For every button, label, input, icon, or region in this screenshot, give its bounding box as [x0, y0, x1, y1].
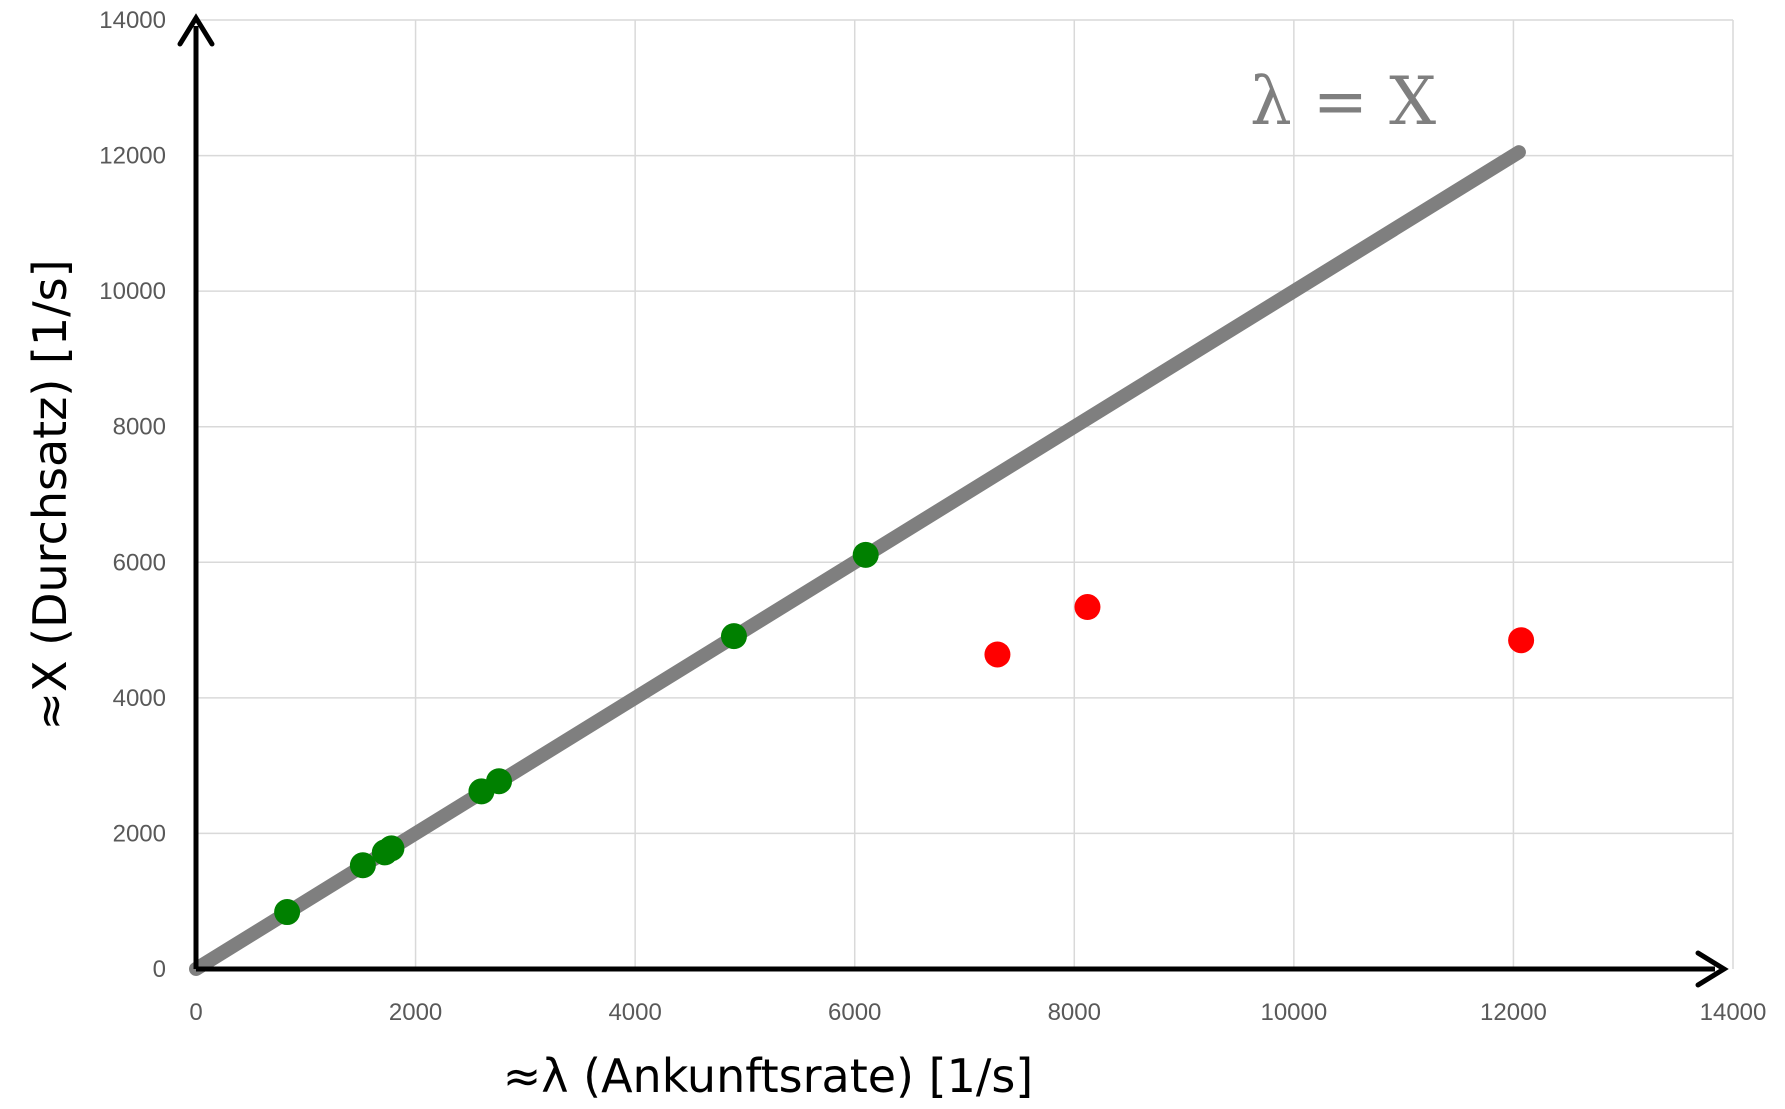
data-point-s0-5: [486, 768, 513, 795]
x-axis-arrow: [1695, 950, 1729, 988]
x-axis-title: ≈λ (Ankunftsrate) [1/s]: [503, 1049, 1034, 1103]
data-point-s1-2: [1508, 627, 1535, 654]
y-tick-label-7: 14000: [99, 7, 166, 34]
data-point-s0-6: [720, 623, 747, 650]
data-point-s0-7: [852, 541, 879, 568]
x-tick-label-4: 8000: [1048, 999, 1101, 1026]
reference-line-annotation: λ = X: [1250, 63, 1436, 140]
y-tick-label-0: 0: [153, 956, 166, 983]
y-tick-label-5: 10000: [99, 278, 166, 305]
x-tick-labels: 0 2000 4000 6000 8000 10000 12000 14000: [189, 999, 1766, 1026]
x-tick-label-1: 2000: [389, 999, 442, 1026]
data-point-s0-1: [349, 852, 376, 879]
x-tick-label-5: 10000: [1260, 999, 1327, 1026]
y-tick-label-1: 2000: [113, 820, 166, 847]
x-tick-label-6: 12000: [1480, 999, 1547, 1026]
y-tick-label-4: 8000: [113, 414, 166, 441]
x-tick-label-7: 14000: [1700, 999, 1767, 1026]
data-point-s1-1: [1074, 594, 1101, 621]
y-tick-label-6: 12000: [99, 143, 166, 170]
y-axis-title: ≈X (Durchsatz) [1/s]: [23, 259, 77, 730]
data-points: [274, 541, 1535, 926]
y-axis-arrow: [177, 13, 215, 47]
x-tick-label-0: 0: [189, 999, 202, 1026]
x-tick-label-2: 4000: [608, 999, 661, 1026]
x-tick-label-3: 6000: [828, 999, 881, 1026]
axes: [177, 13, 1729, 988]
y-tick-label-3: 6000: [113, 549, 166, 576]
y-tick-labels: 0 2000 4000 6000 8000 10000 12000 14000: [99, 7, 166, 983]
y-tick-label-2: 4000: [113, 685, 166, 712]
grid-lines: [196, 19, 1734, 969]
data-point-s0-0: [274, 899, 301, 926]
data-point-s0-3: [378, 835, 405, 862]
data-point-s1-0: [984, 641, 1011, 668]
